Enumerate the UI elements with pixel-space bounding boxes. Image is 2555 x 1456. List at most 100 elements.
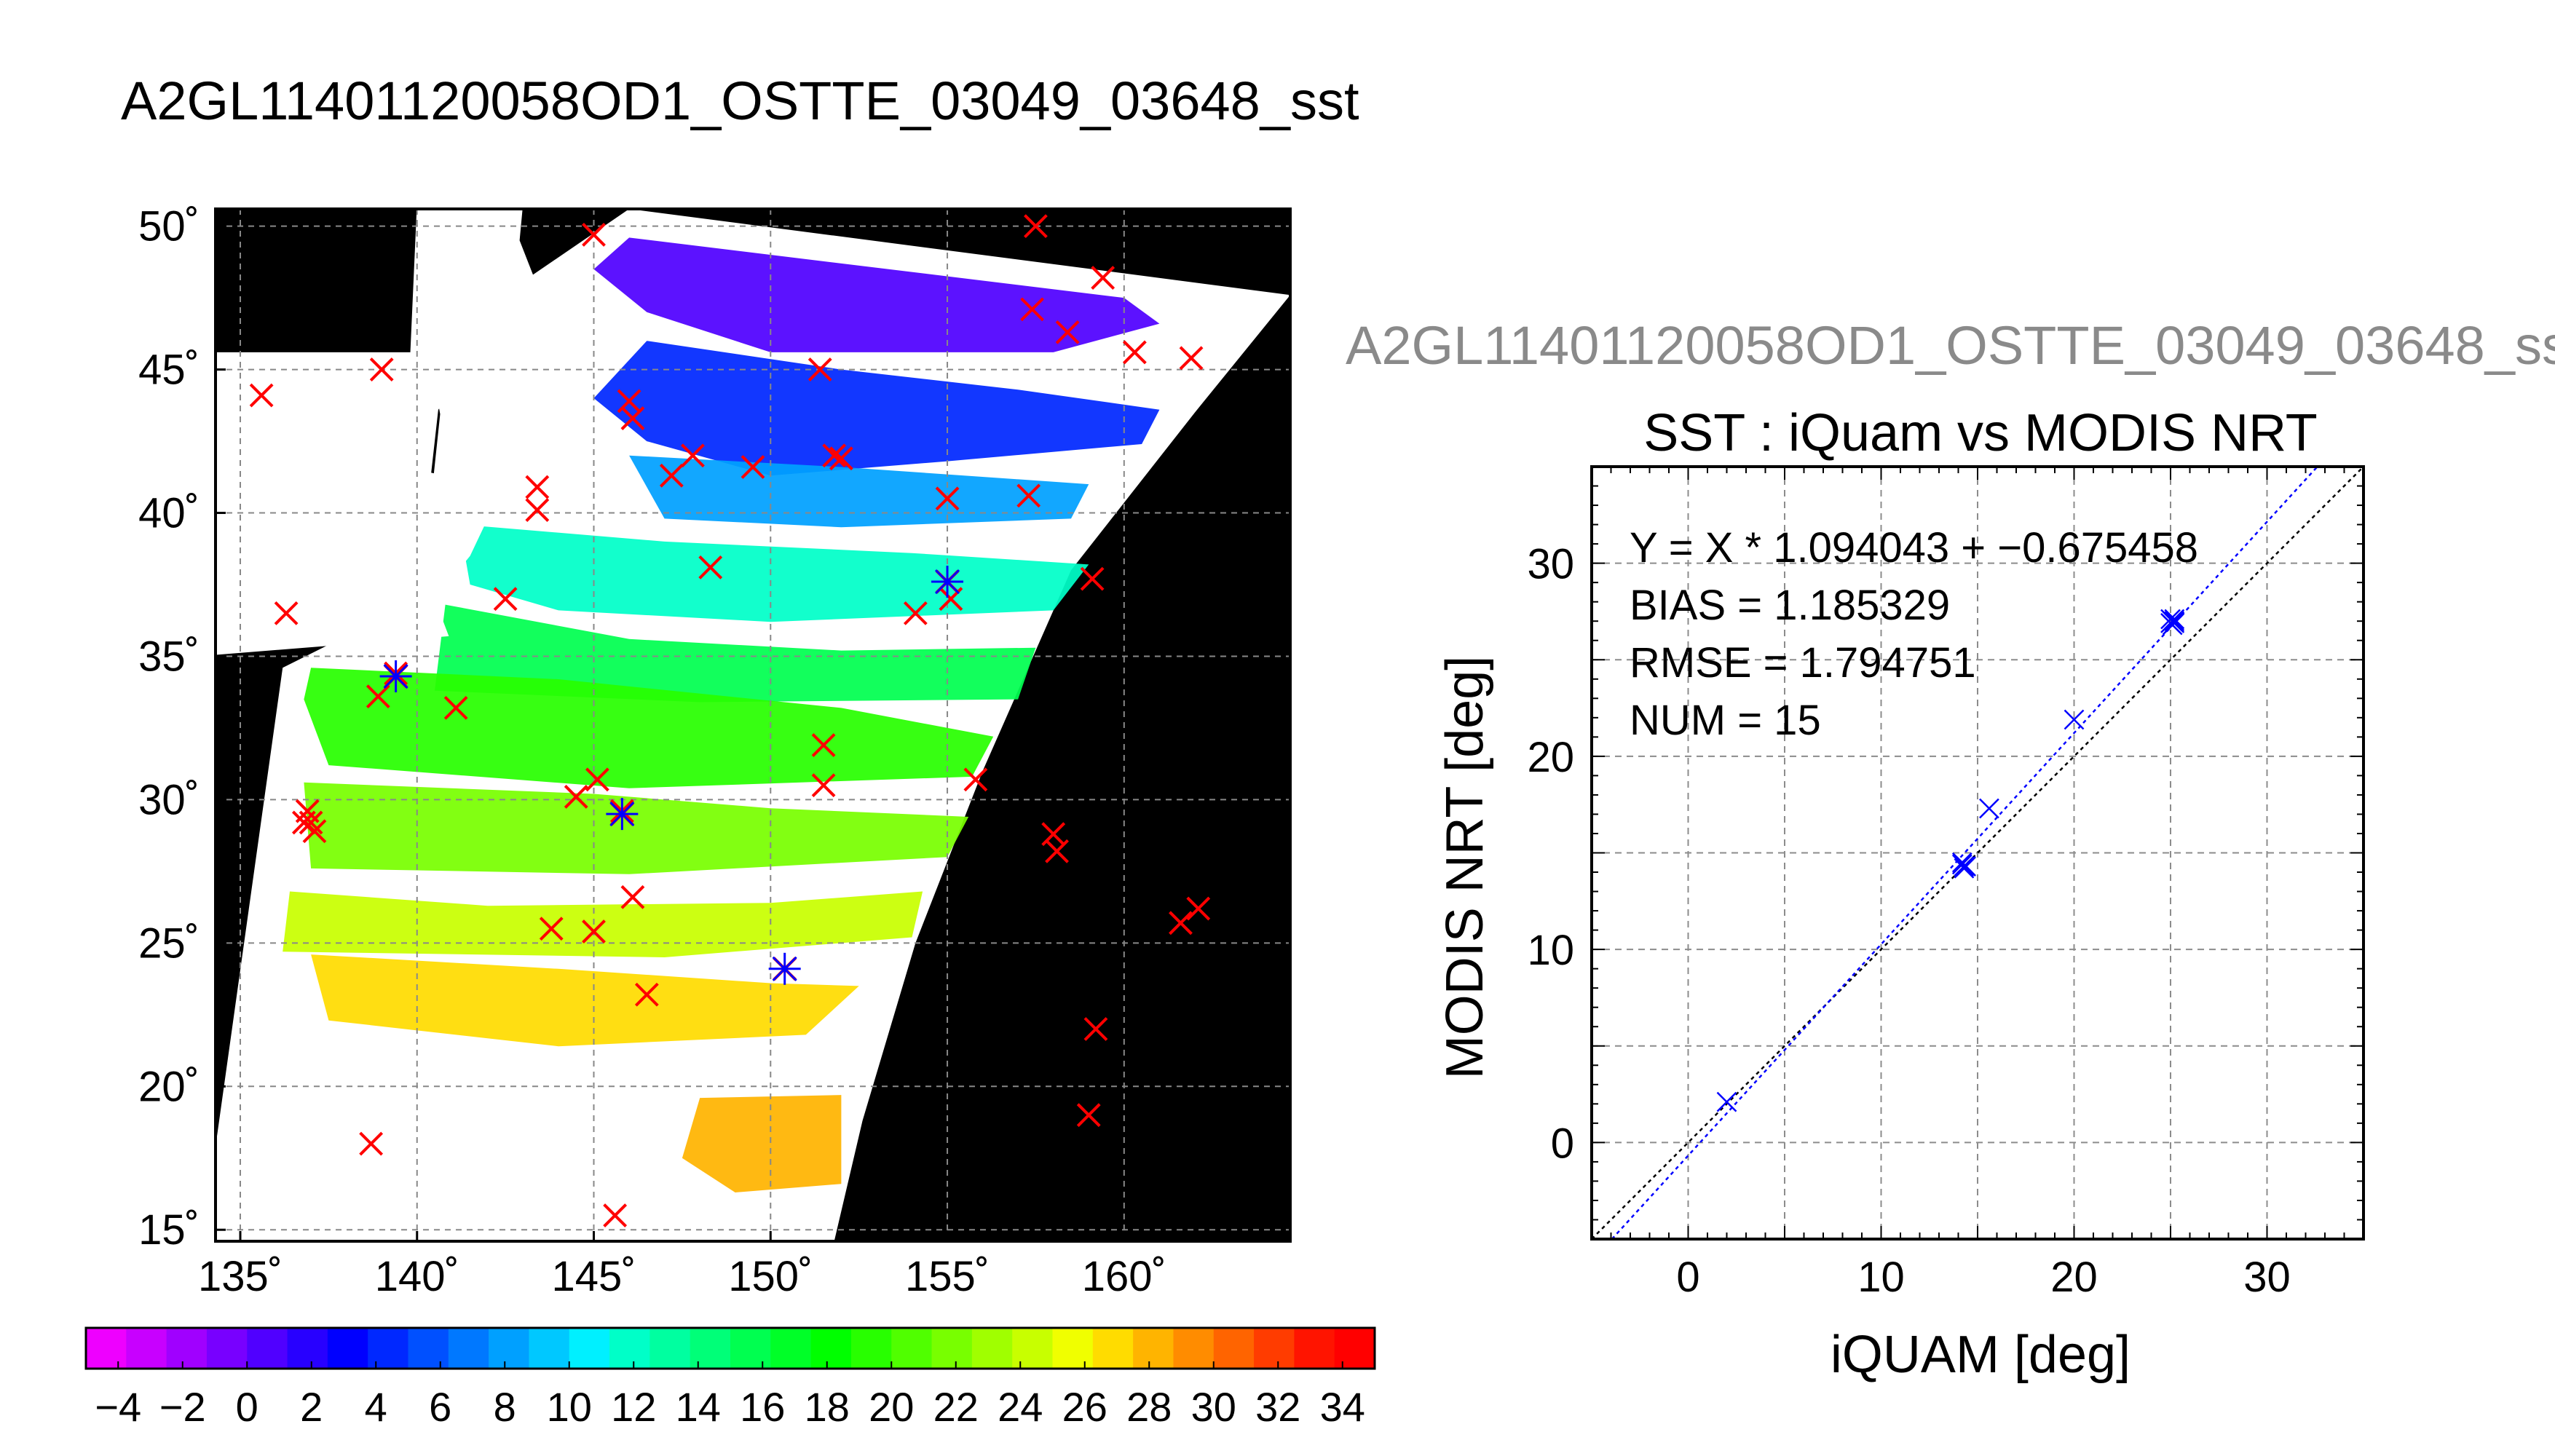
colorbar-swatch (206, 1328, 248, 1369)
matchup-marker (1186, 896, 1211, 921)
matchup-marker (539, 917, 564, 941)
map-x-tick-label: 135˚ (198, 1253, 283, 1300)
colorbar-swatch (1294, 1328, 1335, 1369)
highlighted-matchup-marker (606, 798, 639, 831)
matchup-marker (1080, 566, 1105, 591)
map-y-tick-label: 40˚ (138, 490, 200, 537)
map-y-tick-label: 15˚ (138, 1206, 200, 1254)
colorbar-swatch (408, 1328, 449, 1369)
highlighted-matchup-marker (931, 566, 964, 598)
colorbar-label: 24 (998, 1384, 1043, 1430)
colorbar-swatch (1334, 1328, 1375, 1369)
highlighted-matchup-marker (768, 952, 801, 985)
matchup-marker (1016, 483, 1041, 508)
colorbar-swatch (690, 1328, 731, 1369)
sst-region-0 (593, 237, 1160, 352)
colorbar-label: 26 (1062, 1384, 1107, 1430)
matchup-marker (935, 486, 960, 511)
matchup-marker (620, 885, 645, 909)
matchup-marker (681, 443, 705, 468)
highlighted-matchup-marker (379, 660, 412, 693)
map-x-tick-label: 140˚ (375, 1253, 459, 1300)
sst-region-1 (593, 341, 1160, 476)
colorbar-label: 32 (1255, 1384, 1300, 1430)
matchup-marker (1055, 320, 1080, 344)
colorbar-label: 10 (547, 1384, 592, 1430)
matchup-marker (1024, 214, 1048, 239)
colorbar-label: 34 (1320, 1384, 1365, 1430)
matchup-marker (698, 555, 723, 579)
colorbar-swatch (368, 1328, 409, 1369)
colorbar-border (84, 1326, 1376, 1370)
matchup-marker (963, 767, 988, 792)
colorbar-swatch (730, 1328, 771, 1369)
map-x-tick-label: 155˚ (905, 1253, 990, 1300)
matchup-marker (249, 383, 274, 408)
colorbar-swatch (891, 1328, 933, 1369)
colorbar-swatch (287, 1328, 328, 1369)
matchup-marker (807, 357, 832, 381)
colorbar-swatch (649, 1328, 691, 1369)
colorbar-swatch (448, 1328, 489, 1369)
sst-colorbar: −4 −2 0 2 4 6 8 10 12 14 16 18 20 22 24 26 28 30 32 34 (84, 1326, 1376, 1430)
colorbar-swatch (1012, 1328, 1054, 1369)
map-y-tick-label: 20˚ (138, 1063, 200, 1110)
map-axes: 135˚ 140˚ 145˚ 150˚ 155˚ 160˚ 15˚ 20˚ 25˚ 30˚ 35˚ 4… (138, 203, 1292, 1300)
land-region-0 (197, 352, 488, 657)
colorbar-label: −4 (95, 1384, 141, 1430)
matchup-marker (1169, 911, 1193, 935)
matchup-marker (1083, 1017, 1108, 1041)
matchup-marker (903, 601, 928, 625)
sst-region-5 (304, 668, 994, 788)
colorbar-label: 22 (933, 1384, 979, 1430)
sst-region-3 (459, 524, 1089, 622)
colorbar-label: 12 (611, 1384, 656, 1430)
colorbar-swatch (86, 1328, 127, 1369)
map-y-tick-label: 45˚ (138, 347, 200, 394)
colorbar-swatch (166, 1328, 208, 1369)
map-content (197, 203, 1290, 1241)
matchup-marker (525, 498, 550, 522)
matchup-marker (443, 695, 468, 720)
colorbar-label: 0 (236, 1384, 258, 1430)
map-y-tick-label: 35˚ (138, 633, 200, 680)
figure-title: A2GL11401120058OD1_OSTTE_03049_03648_sst (121, 71, 1359, 131)
matchup-marker (291, 810, 316, 835)
land-region-1 (438, 355, 615, 462)
colorbar-swatch (850, 1328, 892, 1369)
matchup-marker (582, 919, 606, 944)
colorbar-swatch (1254, 1328, 1295, 1369)
colorbar-swatch (1133, 1328, 1174, 1369)
map-y-tick-label: 50˚ (138, 203, 200, 250)
matchup-marker (1045, 839, 1069, 863)
colorbar-label: 18 (805, 1384, 850, 1430)
scatter-header-title: A2GL11401120058OD1_OSTTE_03049_03648_sst (1346, 315, 2555, 376)
matchup-marker (366, 684, 390, 709)
matchup-marker (811, 733, 836, 757)
colorbar-swatch (609, 1328, 650, 1369)
matchup-marker (1076, 1103, 1101, 1128)
matchup-marker (493, 587, 518, 612)
sst-region-2 (629, 455, 1089, 528)
matchup-marker (1091, 266, 1115, 290)
matchup-marker (359, 1131, 384, 1156)
colorbar-swatch (569, 1328, 610, 1369)
colorbar-swatch (971, 1328, 1013, 1369)
map-markers (249, 214, 1211, 1227)
land-region-2 (410, 203, 545, 361)
matchup-marker (603, 1203, 628, 1227)
sst-region-4 (435, 604, 1036, 703)
colorbar-label: 16 (740, 1384, 785, 1430)
colorbar-swatch (489, 1328, 530, 1369)
map-x-tick-label: 160˚ (1082, 1253, 1166, 1300)
matchup-marker (822, 443, 847, 468)
matchup-marker (659, 463, 684, 488)
map-border (214, 207, 1292, 1243)
colorbar-label: 4 (365, 1384, 387, 1430)
matchup-marker (274, 601, 299, 625)
colorbar-label: 2 (300, 1384, 323, 1430)
colorbar-label: −2 (159, 1384, 206, 1430)
colorbar-swatch (126, 1328, 167, 1369)
